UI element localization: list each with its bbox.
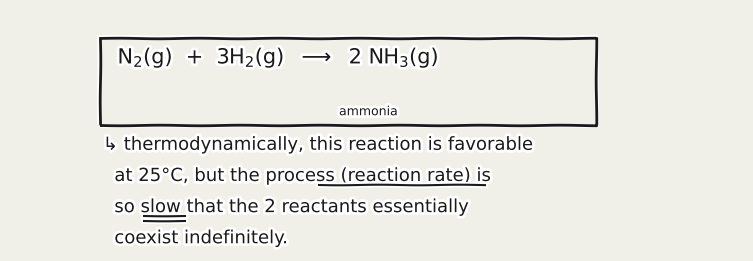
Text: so slow that the 2 reactants essentially: so slow that the 2 reactants essentially: [103, 198, 468, 216]
Text: ammonia: ammonia: [339, 105, 398, 118]
Text: at 25°C, but the process (reaction rate) is: at 25°C, but the process (reaction rate)…: [103, 167, 491, 185]
Text: N$_2$(g)  +  3H$_2$(g)  $\longrightarrow$  2 NH$_3$(g): N$_2$(g) + 3H$_2$(g) $\longrightarrow$ 2…: [117, 45, 440, 69]
Text: ↳ thermodynamically, this reaction is favorable: ↳ thermodynamically, this reaction is fa…: [103, 136, 533, 154]
FancyBboxPatch shape: [100, 38, 596, 125]
Text: coexist indefinitely.: coexist indefinitely.: [103, 229, 288, 247]
